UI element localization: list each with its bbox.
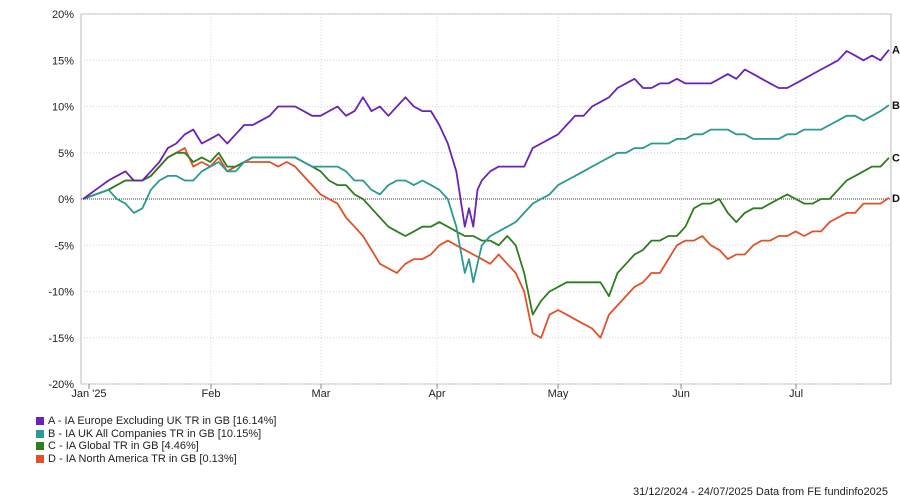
series-line-b (82, 104, 890, 284)
series-end-labels: A B C D (892, 45, 900, 205)
y-tick-label: -5% (54, 240, 74, 252)
x-tick-label: Jul (789, 388, 803, 400)
end-label-c: C (892, 153, 900, 165)
end-label-a: A (892, 45, 900, 57)
end-label-b: B (892, 100, 900, 112)
axis-tick-labels: 20% 15% 10% 5% 0% -5% -10% -15% -20%Jan '25 Feb Ma… (48, 9, 803, 400)
x-tick-label: Jun (672, 388, 690, 400)
x-tick-label: Feb (202, 388, 221, 400)
y-tick-label: 0% (58, 194, 74, 206)
y-tick-label: -15% (48, 333, 74, 345)
legend-swatch-b (36, 429, 44, 438)
x-tick-label: Jan '25 (71, 388, 106, 400)
grid-lines (80, 13, 892, 389)
legend-label-a: A - IA Europe Excluding UK TR in GB [16.… (48, 415, 277, 427)
legend-swatch-c (36, 442, 44, 451)
legend-item-a: A - IA Europe Excluding UK TR in GB [16.… (36, 415, 276, 428)
legend-item-b: B - IA UK All Companies TR in GB [10.15%… (36, 428, 276, 441)
series-lines (82, 49, 890, 339)
legend-swatch-d (36, 454, 44, 463)
x-tick-label: Mar (312, 388, 331, 400)
legend-label-b: B - IA UK All Companies TR in GB [10.15%… (48, 427, 262, 440)
line-chart: 20% 15% 10% 5% 0% -5% -10% -15% -20%Jan '25 Feb Ma… (48, 9, 900, 400)
x-tick-label: Apr (428, 388, 445, 400)
series-line-d (82, 147, 890, 339)
legend-item-d: D - IA North America TR in GB [0.13%] (36, 453, 276, 466)
end-label-d: D (892, 193, 900, 205)
legend: A - IA Europe Excluding UK TR in GB [16.… (36, 415, 276, 465)
series-line-c (82, 151, 890, 316)
y-tick-label: 10% (52, 102, 74, 114)
y-tick-label: -10% (48, 287, 74, 299)
legend-swatch-a (36, 417, 44, 426)
series-line-a (82, 49, 890, 228)
legend-item-c: C - IA Global TR in GB [4.46%] (36, 440, 276, 453)
y-tick-label: 15% (52, 55, 74, 67)
y-tick-label: 20% (52, 9, 74, 21)
y-tick-label: -20% (48, 379, 74, 391)
y-tick-label: 5% (58, 148, 74, 160)
footer-date-range: 31/12/2024 - 24/07/2025 Data from FE fun… (632, 486, 888, 498)
x-tick-label: May (548, 388, 569, 400)
legend-label-d: D - IA North America TR in GB [0.13%] (48, 452, 237, 465)
legend-label-c: C - IA Global TR in GB [4.46%] (48, 440, 199, 452)
